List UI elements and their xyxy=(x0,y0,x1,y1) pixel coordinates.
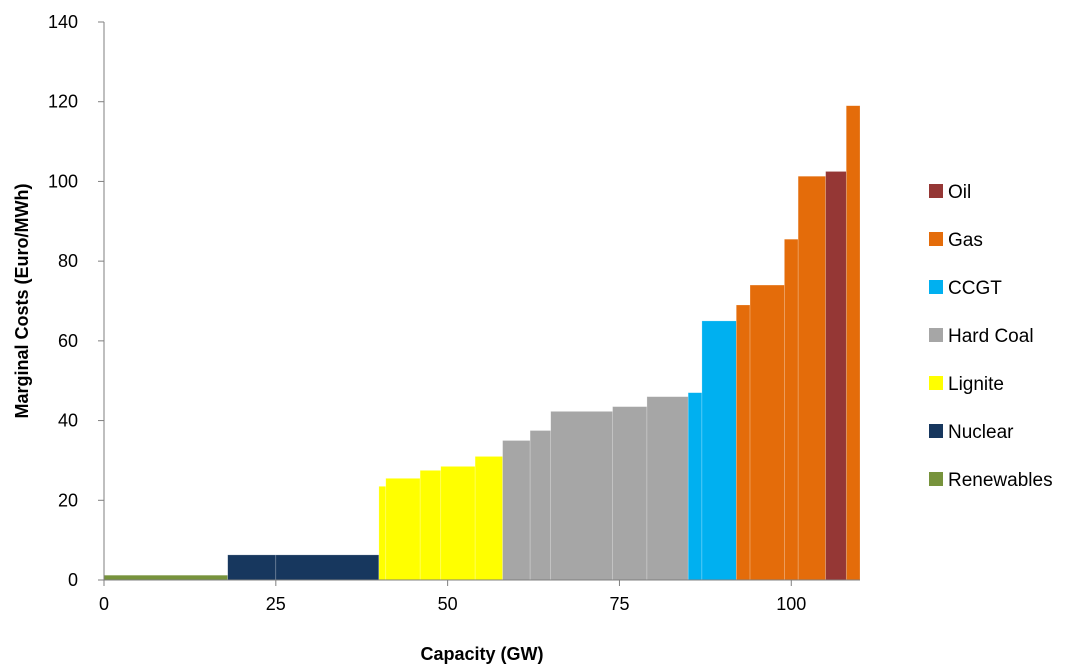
axes xyxy=(98,21,860,586)
bar-hard-coal-1 xyxy=(502,440,531,581)
bar-hard-coal-4 xyxy=(612,406,648,581)
y-tick-label: 120 xyxy=(48,92,78,112)
legend-label-renewables: Renewables xyxy=(948,470,1053,491)
x-tick-label: 25 xyxy=(266,594,286,614)
bar-hard-coal-5 xyxy=(646,396,689,581)
legend-label-hard-coal: Hard Coal xyxy=(948,326,1034,347)
legend-swatch-gas xyxy=(929,232,943,246)
plot-bars xyxy=(103,105,861,581)
legend-swatch-lignite xyxy=(929,376,943,390)
legend-swatch-ccgt xyxy=(929,280,943,294)
y-tick-label: 100 xyxy=(48,171,78,191)
bar-nuclear-2 xyxy=(275,554,380,581)
bar-hard-coal-2 xyxy=(529,430,552,581)
bar-ccgt-1 xyxy=(687,392,703,581)
bar-gas-3 xyxy=(784,238,799,581)
x-tick-label: 75 xyxy=(609,594,629,614)
y-tick-label: 60 xyxy=(58,331,78,351)
bar-gas-1 xyxy=(735,304,751,581)
legend-label-lignite: Lignite xyxy=(948,374,1004,395)
legend-swatch-hard-coal xyxy=(929,328,943,342)
y-axis-title: Marginal Costs (Euro/MWh) xyxy=(12,184,32,419)
bar-lignite-4 xyxy=(440,466,476,581)
x-tick-label: 0 xyxy=(99,594,109,614)
legend-label-nuclear: Nuclear xyxy=(948,422,1014,443)
legend: Oil Gas CCGT Hard Coal Lignite Nuclear Renewab… xyxy=(929,182,1053,491)
x-tick-label: 100 xyxy=(776,594,806,614)
y-tick-label: 40 xyxy=(58,411,78,431)
legend-swatch-oil xyxy=(929,184,943,198)
bar-lignite-3 xyxy=(419,470,442,581)
legend-label-ccgt: CCGT xyxy=(948,278,1002,299)
y-tick-label: 20 xyxy=(58,490,78,510)
tick-labels: 0 20 40 60 80 100 120 140 0 25 50 75 100 xyxy=(48,12,806,614)
legend-swatch-nuclear xyxy=(929,424,943,438)
legend-label-gas: Gas xyxy=(948,230,983,251)
bar-gas-2 xyxy=(749,284,785,581)
y-tick-label: 0 xyxy=(68,570,78,590)
bar-lignite-5 xyxy=(474,456,503,581)
bar-renewables-1 xyxy=(103,574,229,581)
legend-swatch-renewables xyxy=(929,472,943,486)
bar-gas-4 xyxy=(797,175,826,581)
bar-hard-coal-3 xyxy=(550,411,613,581)
bar-nuclear-1 xyxy=(227,554,277,581)
bar-lignite-1 xyxy=(378,486,387,581)
legend-label-oil: Oil xyxy=(948,182,971,203)
x-axis-title: Capacity (GW) xyxy=(420,644,543,664)
y-tick-label: 140 xyxy=(48,12,78,32)
bar-gas-5 xyxy=(845,105,861,581)
bar-lignite-2 xyxy=(385,478,421,581)
x-tick-label: 50 xyxy=(438,594,458,614)
y-tick-label: 80 xyxy=(58,251,78,271)
bar-oil-1 xyxy=(825,171,847,581)
bar-ccgt-2 xyxy=(701,320,737,581)
